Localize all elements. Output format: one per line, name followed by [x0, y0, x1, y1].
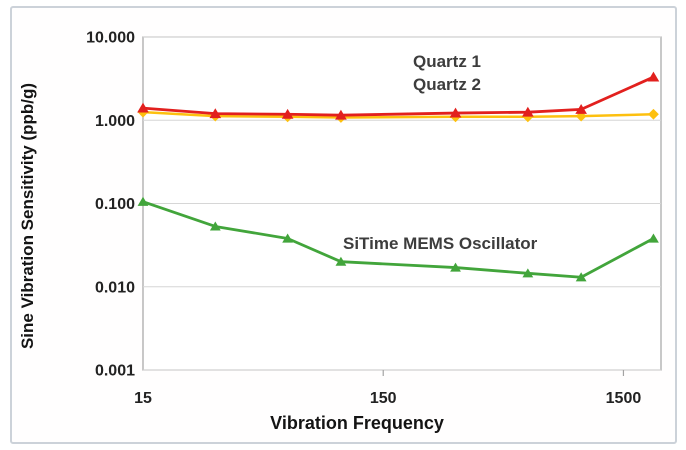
x-tick-label: 15	[134, 390, 152, 407]
y-axis-title: Sine Vibration Sensitivity (ppb/g)	[18, 83, 37, 349]
y-tick-label: 0.100	[95, 196, 135, 213]
series-marker-sitime-mems-oscillator	[450, 262, 461, 272]
tick-labels-layer: 10.000 1.000 0.100 0.010 0.001 15 150 1500	[86, 30, 641, 408]
y-tick-label: 1.000	[95, 113, 135, 130]
data-series-layer	[137, 71, 660, 282]
x-axis-title: Vibration Frequency	[270, 413, 444, 433]
series-marker-quartz-1	[137, 102, 149, 113]
series-marker-quartz-1	[335, 109, 347, 120]
series-marker-quartz-1	[449, 107, 462, 118]
series-marker-quartz-1	[575, 103, 587, 114]
series-line-quartz-2	[141, 110, 655, 119]
series-label-sitime-mems: SiTime MEMS Oscillator	[343, 234, 538, 253]
series-marker-quartz-2	[648, 108, 659, 120]
series-label-quartz-1: Quartz 1	[413, 52, 481, 71]
series-marker-quartz-1	[209, 108, 222, 119]
series-marker-sitime-mems-oscillator	[137, 196, 149, 206]
x-tick-label: 1500	[606, 390, 642, 407]
y-tick-label: 0.001	[95, 363, 135, 380]
series-line-sitime-mems-oscillator	[141, 200, 655, 279]
y-tick-label: 0.010	[95, 279, 135, 296]
series-marker-quartz-1	[647, 71, 660, 82]
y-tick-label: 10.000	[86, 30, 135, 47]
x-tick-label: 150	[370, 390, 397, 407]
series-marker-sitime-mems-oscillator	[575, 272, 587, 282]
series-label-quartz-2: Quartz 2	[413, 75, 481, 94]
series-marker-sitime-mems-oscillator	[282, 233, 294, 243]
series-marker-quartz-1	[281, 108, 294, 119]
series-marker-quartz-1	[522, 106, 534, 117]
series-line-quartz-1	[141, 75, 655, 117]
series-marker-sitime-mems-oscillator	[522, 268, 534, 278]
series-marker-sitime-mems-oscillator	[648, 233, 659, 243]
series-marker-sitime-mems-oscillator	[209, 221, 221, 231]
series-marker-sitime-mems-oscillator	[335, 256, 347, 266]
gridlines-layer	[143, 36, 661, 371]
